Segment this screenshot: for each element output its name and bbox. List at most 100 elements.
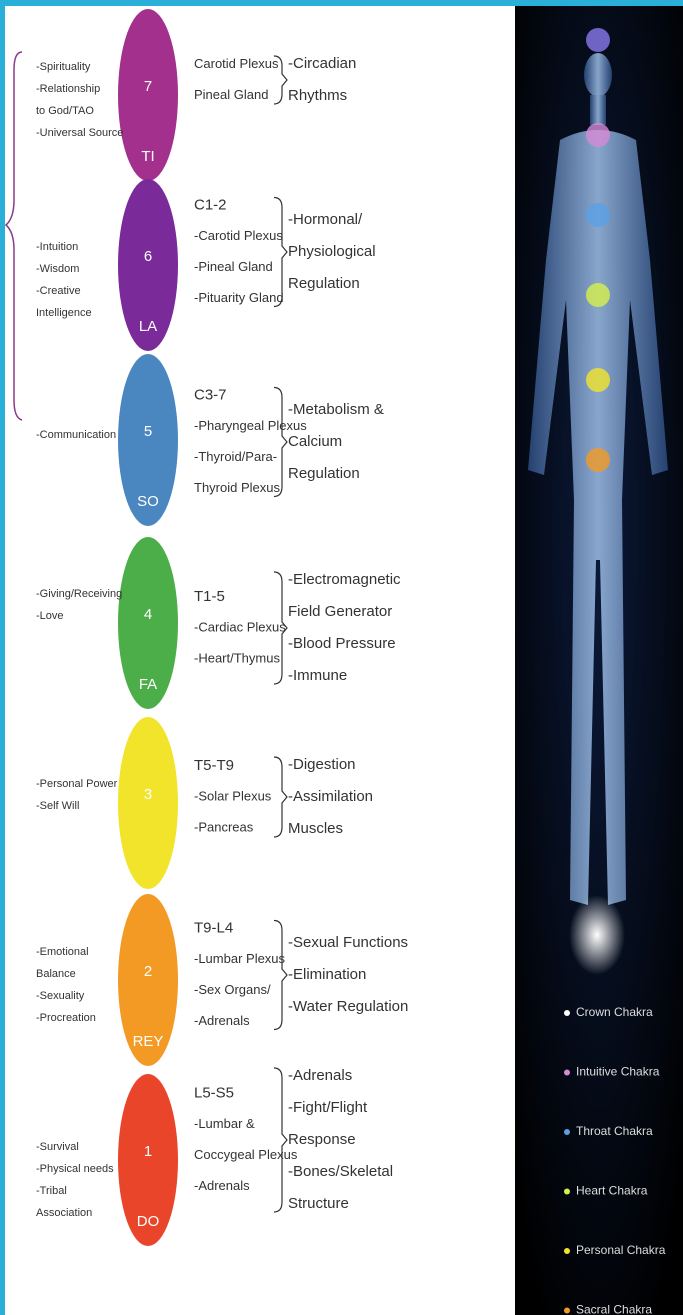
function: -Hormonal/	[288, 211, 363, 228]
function: -Adrenals	[288, 1067, 352, 1084]
function: Calcium	[288, 433, 342, 450]
chakra-note: LA	[139, 318, 157, 335]
quality: -Spirituality	[36, 61, 91, 73]
nerve: Pineal Gland	[194, 87, 268, 102]
quality: -Physical needs	[36, 1163, 114, 1175]
chakra-glow	[586, 28, 610, 52]
chakra-number: 6	[144, 248, 152, 265]
quality: -Wisdom	[36, 263, 79, 275]
chakra-number: 3	[144, 786, 152, 803]
function: -Electromagnetic	[288, 571, 401, 588]
quality: Balance	[36, 968, 76, 980]
legend-dot	[564, 1308, 570, 1314]
nerve: -Pancreas	[194, 819, 254, 834]
chakra-number: 2	[144, 963, 152, 980]
function: Response	[288, 1131, 356, 1148]
chakra-glow	[586, 123, 610, 147]
ground-glow	[569, 895, 625, 975]
nerve: -Carotid Plexus	[194, 228, 283, 243]
infographic: 7 TI -Spirituality -Relationship to God/TAO -…	[0, 0, 683, 1315]
function: -Assimilation	[288, 788, 373, 805]
quality: -Survival	[36, 1141, 79, 1153]
legend-label: Personal Chakra	[576, 1243, 666, 1257]
quality: -Love	[36, 610, 64, 622]
left-border	[0, 0, 5, 1315]
nerve-heading: T1-5	[194, 588, 225, 605]
nerve-heading: T9-L4	[194, 919, 233, 936]
function: Rhythms	[288, 87, 347, 104]
chakra-glow	[586, 368, 610, 392]
chakra-number: 7	[144, 78, 152, 95]
nerve: Thyroid Plexus	[194, 480, 280, 495]
quality: -Sexuality	[36, 990, 85, 1002]
legend-dot	[564, 1248, 570, 1254]
quality: Association	[36, 1207, 92, 1219]
nerve: -Lumbar &	[194, 1116, 255, 1131]
chakra-circle	[118, 717, 178, 889]
quality: -Universal Source	[36, 127, 123, 139]
quality: -Communication	[36, 429, 116, 441]
legend-dot	[564, 1010, 570, 1016]
function: -Immune	[288, 667, 347, 684]
chakra-note: FA	[139, 676, 157, 693]
nerve: -Lumbar Plexus	[194, 951, 286, 966]
function: -Elimination	[288, 966, 366, 983]
quality: -Self Will	[36, 800, 79, 812]
function: -Sexual Functions	[288, 934, 408, 951]
page: 7 TI -Spirituality -Relationship to God/TAO -…	[0, 0, 683, 1315]
function: -Water Regulation	[288, 998, 408, 1015]
function: Muscles	[288, 820, 343, 837]
nerve: -Adrenals	[194, 1013, 250, 1028]
function-bracket	[274, 757, 287, 837]
quality: -Personal Power	[36, 778, 118, 790]
quality: -Creative	[36, 285, 81, 297]
quality-bracket	[6, 52, 22, 420]
chakra-note: TI	[141, 148, 154, 165]
legend-dot	[564, 1129, 570, 1135]
function-bracket	[274, 1068, 287, 1212]
nerve: -Sex Organs/	[194, 982, 271, 997]
quality: -Giving/Receiving	[36, 588, 122, 600]
nerve-heading: L5-S5	[194, 1084, 234, 1101]
top-border	[0, 0, 683, 6]
chakra-glow	[586, 283, 610, 307]
legend-label: Intuitive Chakra	[576, 1065, 660, 1079]
nerve-heading: C3-7	[194, 386, 227, 403]
legend-label: Sacral Chakra	[576, 1303, 652, 1315]
nerve-heading: C1-2	[194, 196, 227, 213]
legend-dot	[564, 1070, 570, 1076]
nerve: -Pharyngeal Plexus	[194, 418, 307, 433]
legend-label: Heart Chakra	[576, 1184, 648, 1198]
chakra-note: REY	[133, 1033, 164, 1050]
nerve: -Pituarity Gland	[194, 290, 284, 305]
function: -Metabolism &	[288, 401, 384, 418]
chakra-note: DO	[137, 1213, 160, 1230]
quality: Intelligence	[36, 307, 92, 319]
legend-label: Crown Chakra	[576, 1005, 653, 1019]
nerve: -Solar Plexus	[194, 788, 272, 803]
function: Regulation	[288, 465, 360, 482]
nerve-heading: T5-T9	[194, 757, 234, 774]
chakra-glow	[586, 203, 610, 227]
chakra-note: SO	[137, 493, 159, 510]
function: Regulation	[288, 275, 360, 292]
nerve: -Thyroid/Para-	[194, 449, 277, 464]
function: -Digestion	[288, 756, 356, 773]
chakra-number: 5	[144, 423, 152, 440]
quality: -Intuition	[36, 241, 78, 253]
legend-dot	[564, 1189, 570, 1195]
legend-label: Throat Chakra	[576, 1124, 653, 1138]
function: -Circadian	[288, 55, 356, 72]
nerve: -Cardiac Plexus	[194, 619, 286, 634]
nerve: -Adrenals	[194, 1178, 250, 1193]
function: -Bones/Skeletal	[288, 1163, 393, 1180]
chakra-number: 4	[144, 606, 152, 623]
nerve: -Heart/Thymus	[194, 650, 280, 665]
quality: -Relationship	[36, 83, 100, 95]
function: Field Generator	[288, 603, 392, 620]
quality: -Tribal	[36, 1185, 67, 1197]
quality: -Procreation	[36, 1012, 96, 1024]
quality: -Emotional	[36, 946, 89, 958]
quality: to God/TAO	[36, 105, 94, 117]
function: Structure	[288, 1195, 349, 1212]
